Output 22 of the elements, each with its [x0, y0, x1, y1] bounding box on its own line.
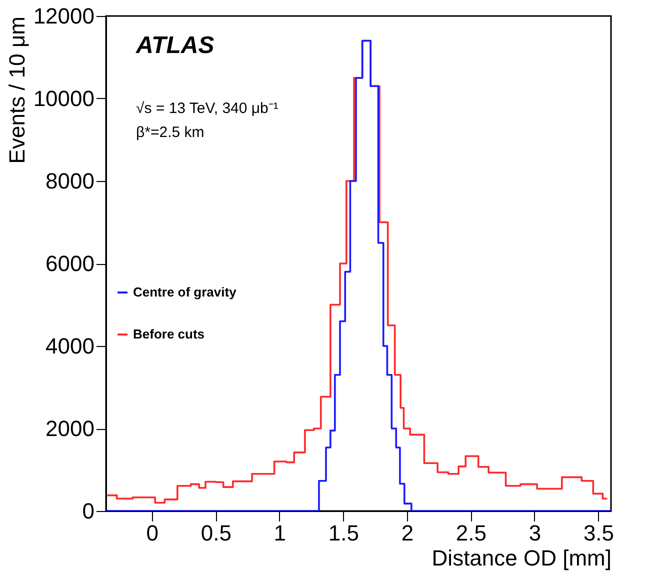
annotation: β*=2.5 km	[136, 124, 204, 141]
x-axis-title: Distance OD [mm]	[432, 546, 612, 570]
y-tick-label: 10000	[33, 86, 94, 111]
y-axis-title: Events / 10 μm	[4, 16, 30, 164]
y-tick-label: 0	[82, 498, 94, 524]
y-tick-label: 12000	[33, 4, 94, 28]
x-tick-label: 0.5	[200, 520, 232, 546]
x-tick-label: 2	[401, 520, 414, 546]
annotation: ATLAS	[135, 32, 214, 59]
x-tick-label: 1.5	[328, 520, 359, 546]
y-tick-label: 4000	[46, 334, 94, 358]
y-tick-label: 2000	[46, 416, 94, 441]
x-tick-label: 1	[274, 520, 286, 546]
y-tick-label: 6000	[46, 251, 94, 276]
x-tick-label: 2.5	[456, 520, 487, 546]
legend-label: Centre of gravity	[133, 284, 238, 300]
annotation: √s = 13 TeV, 340 μb⁻¹	[136, 100, 278, 117]
x-tick-label: 0	[146, 520, 159, 546]
legend-label: Before cuts	[133, 326, 205, 342]
y-tick-label: 8000	[46, 168, 94, 194]
x-tick-label: 3	[528, 520, 542, 546]
x-tick-label: 3.5	[583, 520, 614, 546]
